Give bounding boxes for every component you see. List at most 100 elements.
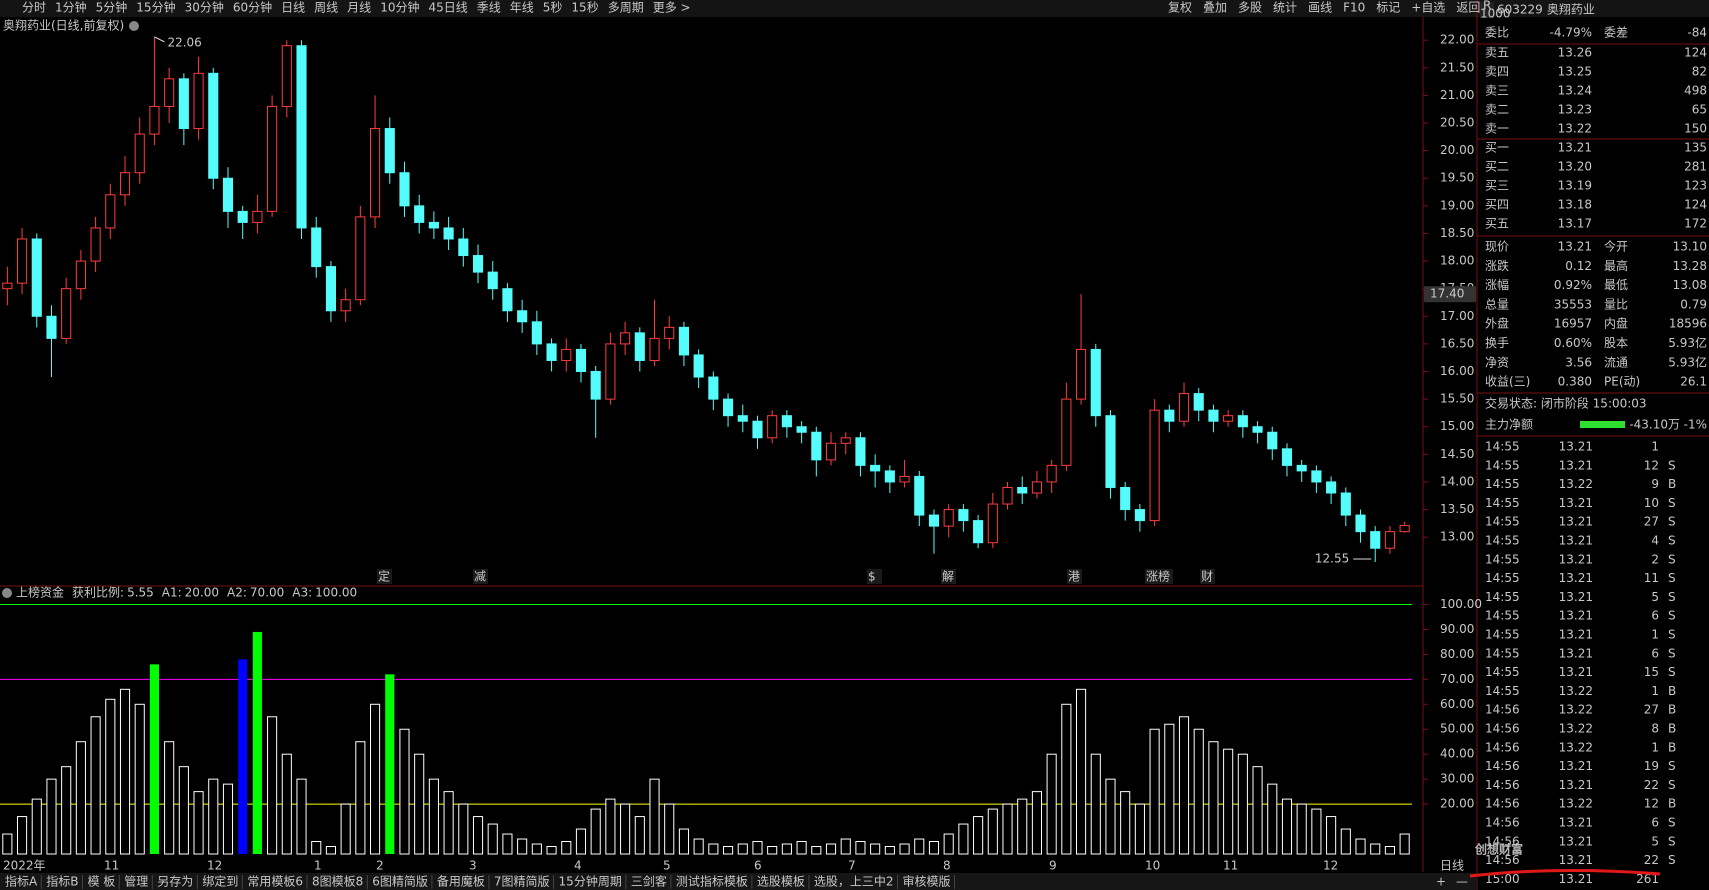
candle-body	[1326, 481, 1337, 494]
tab[interactable]: 指标B	[46, 874, 78, 889]
toolbar-item[interactable]: 1分钟	[55, 0, 87, 15]
bar	[1208, 741, 1219, 855]
book-volume: 281	[1684, 160, 1707, 174]
tab[interactable]: 另存为	[157, 875, 193, 889]
quote-value: 13.21	[1558, 240, 1592, 254]
tab-control[interactable]: —	[1456, 875, 1468, 889]
candle-body	[311, 227, 322, 268]
toolbar-item[interactable]: +自选	[1411, 1, 1445, 15]
watermark: 创想财富	[1474, 842, 1523, 857]
toolbar-item[interactable]: 季线	[477, 1, 501, 15]
candle-body	[1090, 348, 1101, 417]
event-icon	[1200, 569, 1215, 584]
quote-label: 总量	[1485, 297, 1509, 311]
toolbar-item[interactable]: 返回	[1456, 1, 1480, 15]
tick-side: B	[1668, 740, 1676, 754]
candle-body	[1223, 415, 1234, 422]
tab[interactable]: 测试指标模板	[676, 874, 748, 889]
candle-body	[1193, 393, 1204, 411]
tab[interactable]: 15分钟周期	[559, 874, 622, 889]
toolbar-item[interactable]: 分时	[22, 1, 46, 15]
tick-side: S	[1668, 458, 1676, 472]
toolbar-item[interactable]: 复权	[1168, 1, 1192, 15]
bar	[399, 728, 410, 855]
toolbar-item[interactable]: F10	[1343, 1, 1365, 15]
quote-label: 股本	[1604, 336, 1628, 350]
candle-body	[1237, 415, 1248, 428]
bar	[546, 846, 557, 855]
bar	[1076, 688, 1087, 855]
x-tick-label: 4	[574, 859, 582, 873]
book-volume: 124	[1684, 198, 1707, 212]
x-tick-label: 9	[1049, 859, 1057, 873]
quote-value: 16957	[1554, 317, 1592, 331]
tab[interactable]: 管理	[124, 874, 148, 889]
quote-value: 0.12	[1565, 259, 1592, 273]
tab[interactable]: 选股模板	[757, 875, 805, 889]
period-label: 日线	[1440, 859, 1464, 873]
tick-time: 14:56	[1485, 759, 1520, 773]
line-value: 20.00	[185, 586, 219, 600]
toolbar-item[interactable]: 画线	[1308, 1, 1332, 15]
bar	[575, 828, 587, 855]
crosshair-label: 17.40	[1430, 287, 1464, 301]
title-icon	[129, 21, 139, 31]
toolbar-item[interactable]: 30分钟	[185, 0, 224, 15]
quote-label: 流通	[1604, 355, 1628, 369]
tab[interactable]: 模 板	[87, 875, 115, 889]
toolbar-item[interactable]: 60分钟	[233, 0, 272, 15]
candle-body	[1267, 431, 1278, 450]
bar	[325, 846, 336, 855]
toolbar-item[interactable]: 叠加	[1203, 1, 1227, 15]
quote-label: 最低	[1604, 278, 1628, 292]
toolbar-item[interactable]: 15秒	[571, 1, 598, 15]
bar	[1223, 748, 1234, 855]
toolbar-item[interactable]: 5分钟	[96, 0, 128, 15]
trade-state: 交易状态: 闭市阶段 15:00:03	[1485, 396, 1647, 411]
tick-side: S	[1668, 534, 1676, 548]
tab[interactable]: 选股，上三中2	[814, 874, 894, 889]
toolbar-item[interactable]: 更多 >	[653, 1, 691, 15]
bar	[193, 791, 204, 855]
bar	[693, 838, 704, 855]
tick-side: S	[1668, 571, 1676, 585]
bar	[737, 843, 748, 855]
tab[interactable]: 指标A	[5, 874, 38, 889]
tab[interactable]: 备用魔板	[437, 874, 485, 889]
tab[interactable]: 6图精简版	[372, 875, 428, 889]
candle-body	[884, 470, 895, 483]
toolbar-item[interactable]: 10分钟	[380, 0, 419, 15]
toolbar-item[interactable]: 多周期	[608, 1, 644, 15]
toolbar-item[interactable]: 多股	[1238, 1, 1262, 15]
tab[interactable]: 审核模版	[903, 874, 951, 889]
y-tick-label: 16.50	[1440, 336, 1474, 350]
tab[interactable]: 绑定到	[202, 874, 238, 889]
toolbar-item[interactable]: 月线	[347, 1, 371, 15]
bar	[1399, 833, 1410, 855]
candle-body	[899, 475, 910, 483]
toolbar-item[interactable]: 日线	[281, 1, 305, 15]
candle-body	[149, 105, 160, 135]
candle-body	[825, 442, 837, 461]
toolbar-item[interactable]: 年线	[510, 1, 534, 15]
y-tick-label: 14.00	[1440, 474, 1474, 488]
toolbar-item[interactable]: 45日线	[428, 1, 467, 15]
tab-control[interactable]: +	[1436, 875, 1446, 889]
bar	[311, 841, 322, 855]
tab[interactable]: 7图精简版	[494, 875, 550, 889]
y-tick-label: 16.00	[1440, 364, 1474, 378]
candle-body	[164, 78, 175, 107]
toolbar-item[interactable]: 统计	[1273, 1, 1297, 15]
candle-body	[31, 238, 42, 317]
toolbar-item[interactable]: 标记	[1376, 1, 1400, 15]
bar	[370, 703, 381, 855]
toolbar-item[interactable]: 15分钟	[136, 0, 175, 15]
candle-body	[620, 332, 631, 345]
tab[interactable]: 常用模板6	[247, 875, 303, 889]
tab[interactable]: 8图模板8	[312, 875, 363, 889]
tab[interactable]: 三剑客	[631, 874, 667, 889]
candle-body	[2, 282, 13, 290]
toolbar-item[interactable]: 周线	[314, 1, 338, 15]
toolbar-item[interactable]: 5秒	[543, 1, 563, 15]
tick-side: B	[1668, 797, 1676, 811]
